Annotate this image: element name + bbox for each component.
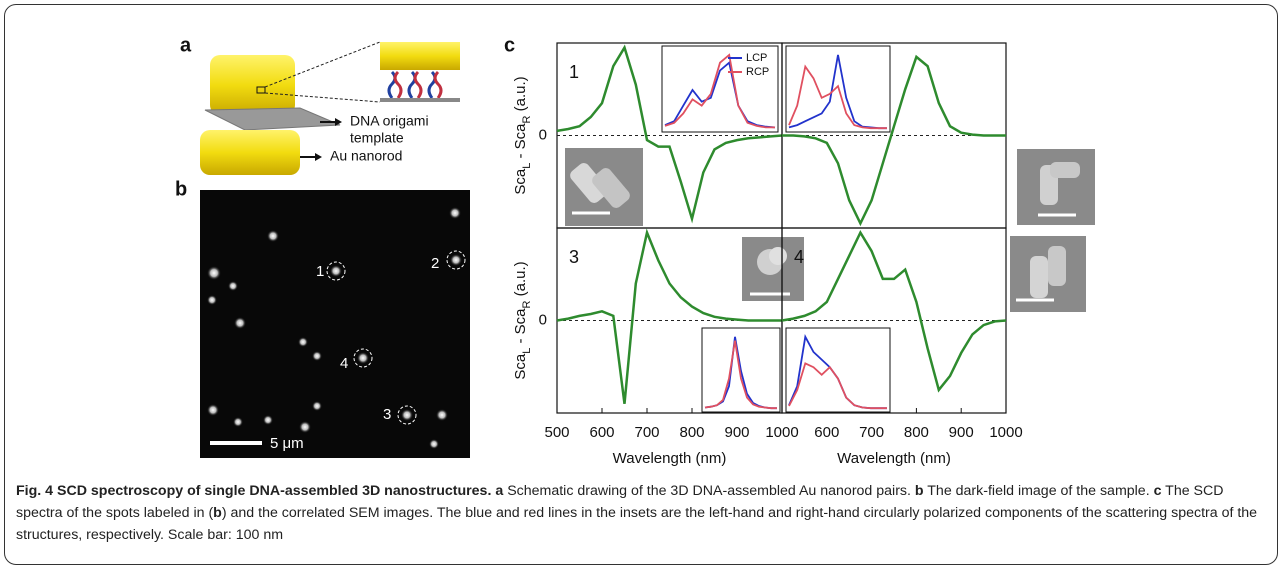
- x-tick-label: 600: [814, 424, 839, 441]
- caption-text: a: [495, 483, 504, 499]
- spots: [207, 207, 466, 449]
- y-axis-label: ScaL - ScaR (a.u.): [512, 261, 533, 379]
- x-tick-label: 1000: [989, 424, 1022, 441]
- inset-line: [788, 64, 887, 130]
- sem-images: [565, 148, 1095, 312]
- y-axis-label-part: (a.u.): [512, 261, 529, 300]
- y-axis-label-part: R: [521, 300, 533, 308]
- x-tick-label: 800: [904, 424, 929, 441]
- spectrum-line: [782, 54, 1006, 227]
- inset-line: [664, 53, 775, 129]
- x-tick-label: 800: [679, 424, 704, 441]
- x-tick-label: 700: [859, 424, 884, 441]
- y-axis-label: ScaL - ScaR (a.u.): [512, 76, 533, 194]
- schematic-label: Au nanorod: [330, 148, 402, 164]
- caption-text: c: [1153, 483, 1162, 499]
- y-axis-label-part: Sca: [512, 353, 529, 380]
- panel-number: 3: [569, 247, 579, 267]
- y-tick-label: 0: [539, 311, 547, 328]
- x-axis-label: Wavelength (nm): [837, 450, 951, 467]
- x-tick-label: 500: [544, 424, 569, 441]
- panel-letter: a: [180, 34, 192, 56]
- x-tick-label: 700: [634, 424, 659, 441]
- spot-label: 3: [383, 406, 391, 423]
- x-tick-label: 600: [589, 424, 614, 441]
- spectrum-line: [556, 44, 783, 224]
- x-tick-label: 1000: [765, 424, 798, 441]
- inset-frame: [661, 45, 779, 133]
- spot-label: 4: [340, 355, 348, 372]
- y-axis-label-part: L: [521, 163, 533, 169]
- y-axis-label-part: L: [521, 348, 533, 354]
- x-tick-label: 900: [724, 424, 749, 441]
- caption-text: ) and the correlated SEM images. The blu…: [16, 505, 1258, 543]
- inset-line: [788, 362, 887, 410]
- y-axis-label-part: - Sca: [512, 308, 529, 348]
- caption-text: b: [213, 505, 222, 521]
- spectrum-line: [781, 229, 1007, 393]
- y-axis-label-part: - Sca: [512, 123, 529, 163]
- y-axis-label-part: (a.u.): [512, 76, 529, 115]
- caption: Fig. 4 SCD spectroscopy of single DNA-as…: [16, 480, 1266, 546]
- schematic: [200, 41, 460, 175]
- panel-letter: c: [504, 34, 515, 56]
- y-axis-label-part: R: [521, 115, 533, 123]
- legend-label: RCP: [746, 66, 769, 78]
- legend-label: LCP: [746, 52, 767, 64]
- spot-label: 2: [431, 255, 439, 272]
- figure-frame: [4, 4, 1278, 565]
- scale-bar-label: 5 μm: [270, 435, 304, 452]
- panel-number: 4: [794, 247, 804, 267]
- caption-text: The dark-field image of the sample.: [923, 483, 1154, 499]
- caption-text: The SCD spectra of the spots labeled in …: [16, 483, 1224, 521]
- caption-text: Fig. 4 SCD spectroscopy of single DNA-as…: [16, 483, 492, 499]
- schematic-label: template: [350, 130, 404, 146]
- caption-text: b: [914, 483, 924, 499]
- x-axis-label: Wavelength (nm): [613, 450, 727, 467]
- panel-letter: b: [175, 178, 187, 200]
- x-tick-label: 900: [949, 424, 974, 441]
- inset-line: [704, 340, 777, 410]
- panel-number: 1: [569, 62, 579, 82]
- schematic-label: DNA origami: [350, 113, 429, 129]
- y-tick-label: 0: [539, 126, 547, 143]
- spot-label: 1: [316, 263, 324, 280]
- figure: a b c DNA origami template Au nanorod: [175, 34, 1095, 467]
- inset-frame: [785, 327, 891, 413]
- caption-text: Schematic drawing of the 3D DNA-assemble…: [503, 483, 915, 499]
- y-axis-label-part: Sca: [512, 168, 529, 195]
- spectrum-line: [556, 228, 782, 404]
